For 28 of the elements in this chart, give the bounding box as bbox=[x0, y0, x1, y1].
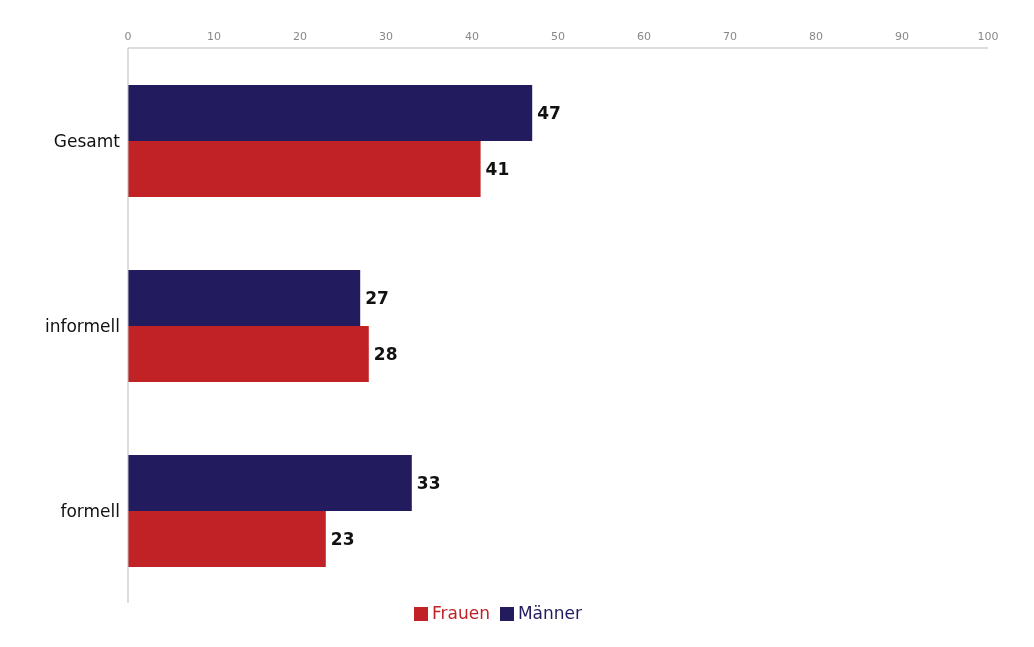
x-tick-label: 90 bbox=[895, 30, 909, 43]
x-tick-label: 0 bbox=[124, 30, 132, 43]
x-tick-label: 30 bbox=[379, 30, 393, 43]
x-tick-label: 60 bbox=[637, 30, 651, 43]
data-label: 23 bbox=[330, 529, 355, 550]
data-label: 27 bbox=[365, 288, 389, 309]
y-tick-label: informell bbox=[44, 315, 120, 336]
data-label: 41 bbox=[485, 159, 510, 180]
legend-label: Männer bbox=[517, 603, 583, 623]
x-tick-label: 70 bbox=[723, 30, 737, 43]
x-tick-label: 50 bbox=[551, 30, 565, 43]
data-label: 33 bbox=[416, 473, 441, 494]
bar bbox=[128, 326, 369, 382]
x-tick-label: 100 bbox=[977, 30, 999, 43]
x-tick-label: 20 bbox=[293, 30, 307, 43]
data-label: 28 bbox=[373, 344, 398, 365]
bar bbox=[128, 141, 481, 197]
bar bbox=[128, 511, 326, 567]
y-tick-label: formell bbox=[60, 500, 120, 521]
legend-label: Frauen bbox=[431, 603, 490, 623]
data-label: 47 bbox=[537, 103, 561, 124]
bar bbox=[128, 270, 361, 326]
bar bbox=[128, 85, 533, 141]
x-tick-label: 40 bbox=[465, 30, 479, 43]
y-tick-label: Gesamt bbox=[53, 130, 121, 151]
bar bbox=[128, 455, 412, 511]
x-tick-label: 80 bbox=[809, 30, 823, 43]
x-tick-label: 10 bbox=[207, 30, 221, 43]
